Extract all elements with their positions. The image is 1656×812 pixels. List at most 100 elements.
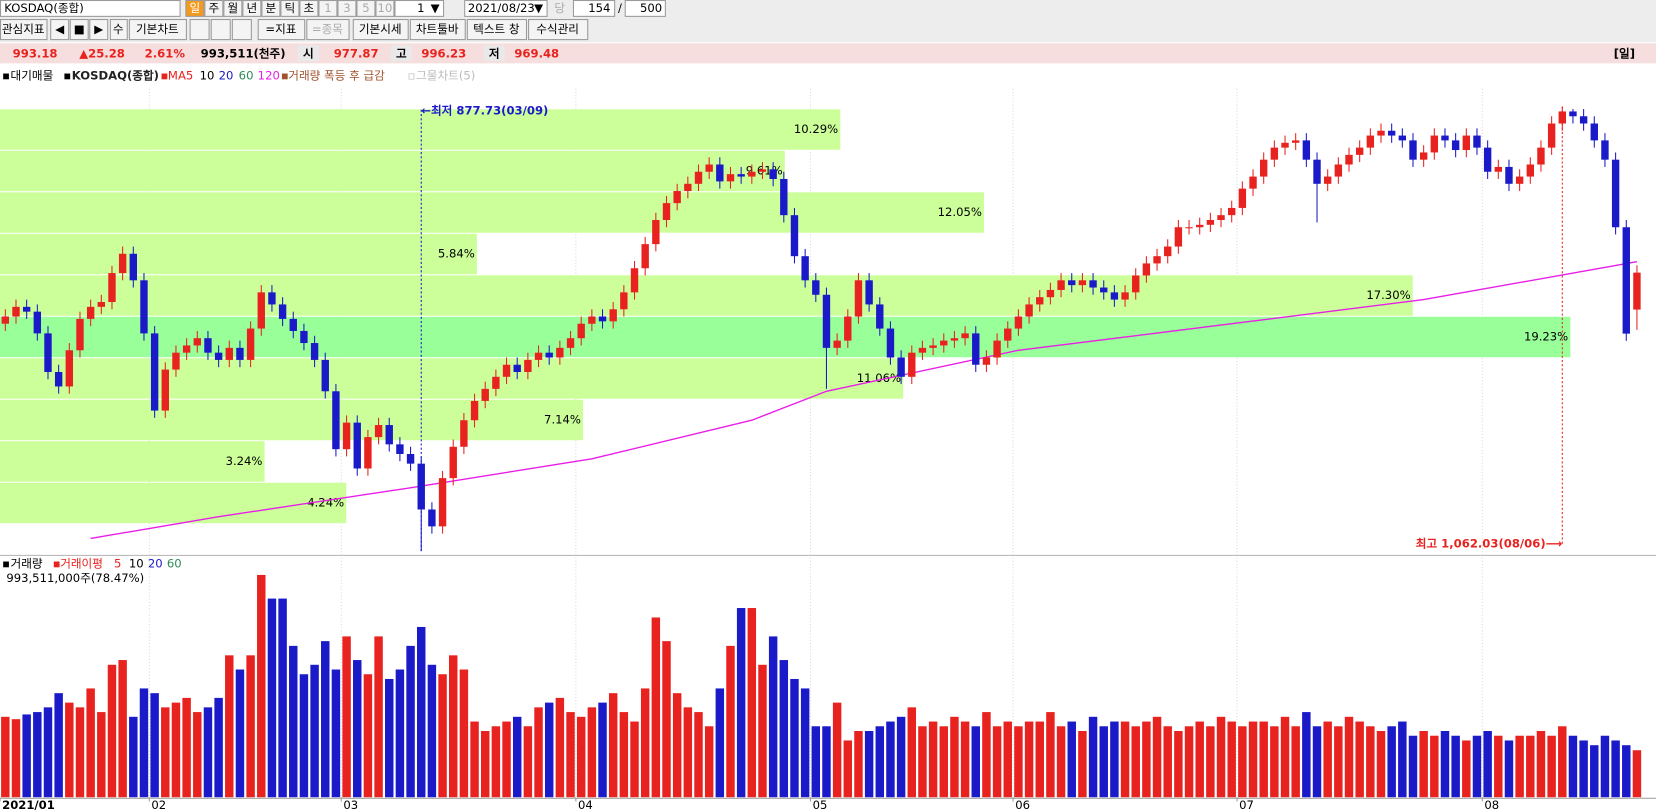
period-button[interactable]: [261, 0, 281, 17]
volume-ma-legend: 5 10 20 60: [114, 556, 182, 570]
nav-button[interactable]: [89, 19, 109, 41]
unit-box[interactable]: [394, 0, 445, 17]
toolbar-button[interactable]: [352, 19, 409, 41]
volume-bar: [907, 707, 917, 798]
period-button[interactable]: [185, 0, 205, 17]
interval-label: 5: [362, 1, 369, 15]
change: ▲25.28: [79, 46, 125, 60]
volume-bar: [502, 721, 511, 798]
interval-button[interactable]: [337, 0, 357, 17]
period[interactable]: [일]: [1614, 46, 1635, 60]
period-button[interactable]: [204, 0, 224, 17]
candle-body: [886, 328, 895, 358]
legend-volume-ma[interactable]: 거래이평: [60, 556, 103, 570]
high: 996.23: [421, 46, 466, 60]
interval-button[interactable]: [375, 0, 395, 17]
volume-bar: [417, 626, 426, 798]
candle-body: [684, 183, 692, 192]
dropdown-icon: ▼: [534, 1, 543, 15]
profile-label: 12.05%: [938, 205, 982, 219]
legend-profile[interactable]: 대기매물: [11, 69, 54, 83]
candle-body: [268, 292, 276, 305]
legend-signal[interactable]: 거래량 폭등 후 급감: [288, 69, 385, 83]
legend-net[interactable]: 그물차트(5): [416, 69, 475, 83]
tool-icon[interactable]: [210, 19, 231, 41]
volume-bar: [598, 702, 607, 798]
count-box[interactable]: [572, 0, 616, 17]
candle-body: [1483, 147, 1492, 172]
legend-volume-ma-period[interactable]: 5: [114, 556, 121, 570]
candle-body: [1633, 272, 1641, 310]
interval-button[interactable]: [356, 0, 376, 17]
legend-volume[interactable]: 거래량: [11, 556, 43, 570]
candle-body: [673, 191, 681, 204]
candle-body: [598, 316, 607, 322]
legend-ma-period[interactable]: 5: [186, 69, 193, 83]
volume-bar: [939, 726, 948, 798]
candle-body: [150, 333, 159, 411]
volume-bar: [1216, 716, 1226, 798]
current-label[interactable]: 당: [554, 1, 565, 15]
legend-ma-period[interactable]: 60: [239, 69, 254, 83]
candle-body: [940, 340, 948, 346]
candle-body: [972, 333, 980, 365]
legend-volume-ma-period[interactable]: 60: [167, 556, 182, 570]
candle-body: [652, 219, 660, 245]
volume-bar: [1323, 721, 1332, 798]
candle-body: [1217, 215, 1225, 220]
legend-ma[interactable]: MA: [168, 69, 186, 83]
candle-body: [545, 352, 553, 358]
legend-ma-period[interactable]: 10: [200, 69, 215, 83]
legend-volume-ma-period[interactable]: 10: [129, 556, 144, 570]
label-box: [390, 45, 412, 62]
volume-bar: [385, 678, 394, 798]
low: 969.48: [514, 46, 559, 60]
toolbar-button[interactable]: [409, 19, 466, 41]
volume-bar: [427, 664, 437, 798]
candle-body: [1228, 207, 1236, 216]
date-box[interactable]: [464, 0, 548, 17]
period-button[interactable]: [299, 0, 319, 17]
candle-body: [1270, 147, 1279, 160]
period-button[interactable]: [280, 0, 300, 17]
interval-button[interactable]: [318, 0, 338, 17]
tool-icon[interactable]: [231, 19, 252, 41]
toolbar-button-label: 수식관리: [536, 22, 579, 36]
legend-volume-ma-period[interactable]: 20: [148, 556, 163, 570]
candle-body: [662, 203, 671, 220]
period-button[interactable]: [242, 0, 262, 17]
volume-bar: [811, 726, 821, 798]
candle-body: [172, 352, 180, 370]
volume-bar: [1408, 735, 1418, 798]
toolbar-button[interactable]: [466, 19, 528, 41]
nav-button[interactable]: [69, 19, 89, 41]
candle-body: [182, 345, 191, 353]
toolbar-button[interactable]: [257, 19, 306, 41]
candle-body: [908, 352, 916, 377]
period-label: 분: [266, 1, 277, 15]
nav-button[interactable]: [50, 19, 70, 41]
legend-ma-period[interactable]: 20: [219, 69, 234, 83]
toolbar-button[interactable]: [0, 19, 48, 41]
candle-body: [1579, 116, 1588, 124]
nav-icon: ◀: [55, 22, 64, 36]
toolbar-button[interactable]: [128, 19, 187, 41]
legend-marker: ▪: [53, 556, 61, 570]
legend-symbol[interactable]: KOSDAQ(종합): [72, 69, 159, 83]
tool-icon[interactable]: [189, 19, 210, 41]
toolbar-button[interactable]: [528, 19, 589, 41]
period-button[interactable]: [223, 0, 243, 17]
separator: /: [618, 1, 622, 15]
legend-entry[interactable]: 120: [258, 69, 280, 83]
toolbar-button[interactable]: [109, 19, 128, 41]
toolbar-button[interactable]: [306, 19, 350, 41]
candle-body: [1014, 316, 1023, 329]
volume-bar: [576, 716, 586, 798]
candle-body: [641, 244, 649, 269]
volume-bar: [875, 726, 885, 798]
volume-bar: [161, 707, 170, 798]
max-box[interactable]: [624, 0, 666, 17]
candle-body: [1430, 135, 1439, 153]
candle-body: [1132, 275, 1140, 293]
symbol-box[interactable]: [0, 0, 181, 17]
